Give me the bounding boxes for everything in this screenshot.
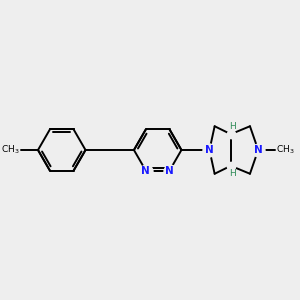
Text: H: H [229, 122, 236, 131]
Text: N: N [141, 166, 150, 176]
Text: N: N [165, 166, 174, 176]
Text: N: N [254, 145, 262, 155]
Text: H: H [229, 169, 236, 178]
Text: N: N [205, 145, 214, 155]
Text: N: N [165, 166, 174, 176]
Text: N: N [205, 145, 214, 155]
Text: N: N [254, 145, 262, 155]
Text: CH$_3$: CH$_3$ [2, 144, 20, 156]
Text: N: N [141, 166, 150, 176]
Text: CH$_3$: CH$_3$ [276, 144, 295, 156]
